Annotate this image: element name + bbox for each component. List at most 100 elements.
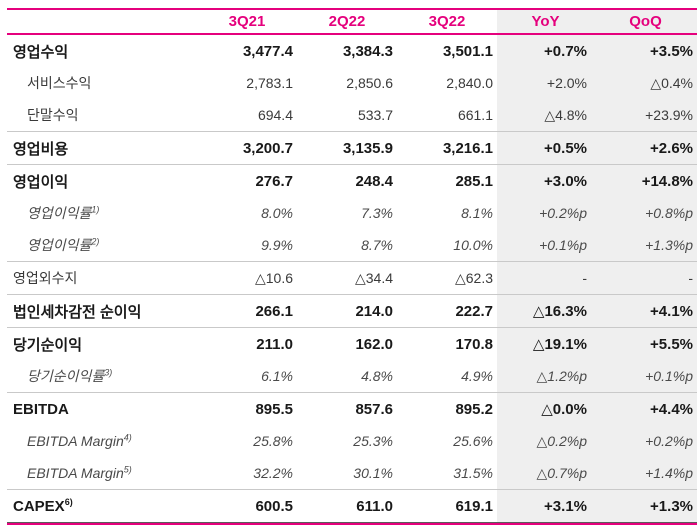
row-label: EBITDA Margin4) bbox=[27, 432, 132, 449]
header-row: 3Q21 2Q22 3Q22 YoY QoQ bbox=[7, 8, 697, 35]
cell-qoq: +14.8% bbox=[594, 164, 697, 197]
cell-yoy: - bbox=[497, 261, 594, 295]
cell-3q22: 10.0% bbox=[397, 229, 497, 262]
cell-yoy: +0.1%p bbox=[497, 229, 594, 262]
table-row: CAPEX6) 600.5 611.0 619.1 +3.1% +1.3% bbox=[7, 489, 697, 522]
cell-3q22: 31.5% bbox=[397, 457, 497, 490]
header-yoy: YoY bbox=[497, 8, 594, 35]
row-label: 당기순이익 bbox=[13, 336, 83, 354]
footnote-marker: 6) bbox=[64, 496, 73, 507]
cell-yoy: +0.2%p bbox=[497, 197, 594, 229]
cell-3q21: 25.8% bbox=[253, 433, 293, 449]
table-row: 서비스수익 2,783.1 2,850.6 2,840.0 +2.0% △0.4% bbox=[7, 67, 697, 99]
cell-qoq: +1.3% bbox=[594, 489, 697, 522]
cell-3q21: 600.5 bbox=[255, 497, 293, 515]
cell-3q21: 2,783.1 bbox=[246, 75, 293, 91]
cell-2q22: 25.3% bbox=[353, 433, 393, 449]
footnote-marker: 2) bbox=[91, 236, 100, 247]
row-label: 영업외수지 bbox=[7, 261, 197, 295]
cell-yoy: +2.0% bbox=[497, 67, 594, 99]
cell-3q21: 694.4 bbox=[197, 99, 297, 132]
cell-3q21: 8.0% bbox=[261, 205, 293, 221]
cell-qoq: +4.4% bbox=[594, 392, 697, 425]
cell-qoq: - bbox=[594, 261, 697, 295]
table-row: 당기순이익 211.0 162.0 170.8 △19.1% +5.5% bbox=[7, 327, 697, 360]
header-3q21: 3Q21 bbox=[197, 8, 297, 35]
cell-3q21: 9.9% bbox=[197, 229, 297, 262]
cell-3q22: 285.1 bbox=[455, 172, 493, 190]
row-label: 영업이익률1) bbox=[27, 204, 100, 221]
quarterly-results-table: 3Q21 2Q22 3Q22 YoY QoQ 영업수익 3,477.4 3,384.… bbox=[7, 8, 697, 525]
table-row: 영업외수지 △10.6 △34.4 △62.3- - bbox=[7, 261, 697, 295]
cell-qoq: +1.4%p bbox=[594, 457, 697, 490]
cell-qoq: +5.5% bbox=[594, 327, 697, 360]
table-row: 영업비용 3,200.7 3,135.9 3,216.1 +0.5% +2.6% bbox=[7, 131, 697, 165]
cell-qoq: +0.1%p bbox=[594, 360, 697, 393]
cell-yoy: +0.5% bbox=[497, 131, 594, 165]
cell-qoq: △0.4% bbox=[594, 67, 697, 99]
cell-3q22: 3,216.1 bbox=[397, 131, 497, 165]
footnote-marker: 1) bbox=[91, 204, 100, 215]
row-label: 영업이익 bbox=[13, 173, 69, 191]
cell-yoy: △0.7%p bbox=[497, 457, 594, 490]
table-row: 당기순이익률3) 6.1% 4.8% 4.9% △1.2%p +0.1%p bbox=[7, 360, 697, 393]
cell-2q22: 4.8% bbox=[297, 360, 397, 393]
cell-3q21: 211.0 bbox=[256, 335, 293, 353]
cell-3q22: 2,840.0 bbox=[446, 75, 493, 91]
cell-yoy: △0.0% bbox=[497, 392, 594, 425]
cell-3q22: 3,501.1 bbox=[442, 42, 493, 60]
table-body: 영업수익 3,477.4 3,384.3 3,501.1 +0.7% +3.5% 서비스수익… bbox=[7, 34, 697, 522]
table-row: 영업이익 276.7 248.4 285.1 +3.0% +14.8% bbox=[7, 164, 697, 197]
cell-2q22: 611.0 bbox=[356, 497, 393, 515]
cell-yoy: △19.1% bbox=[497, 327, 594, 360]
row-label: 서비스수익 bbox=[27, 75, 92, 91]
table-row: EBITDA 895.5 857.6 895.2 △0.0% +4.4% bbox=[7, 392, 697, 425]
header-2q22: 2Q22 bbox=[297, 8, 397, 35]
cell-yoy: +3.1% bbox=[497, 489, 594, 522]
footnote-marker: 5) bbox=[123, 464, 132, 475]
cell-2q22: 8.7% bbox=[297, 229, 397, 262]
row-label: 단말수익 bbox=[7, 99, 197, 132]
cell-3q21: 3,477.4 bbox=[242, 42, 293, 60]
cell-2q22: 248.4 bbox=[355, 172, 393, 190]
table-row: 영업이익률1) 8.0% 7.3% 8.1% +0.2%p +0.8%p bbox=[7, 197, 697, 229]
cell-3q21: 276.7 bbox=[255, 172, 293, 190]
cell-2q22: 3,135.9 bbox=[297, 131, 397, 165]
row-label: EBITDA bbox=[13, 400, 69, 418]
cell-3q21: 32.2% bbox=[197, 457, 297, 490]
cell-3q22: 4.9% bbox=[397, 360, 497, 393]
cell-qoq: +0.8%p bbox=[594, 197, 697, 229]
cell-yoy: △4.8% bbox=[497, 99, 594, 132]
row-label: 영업비용 bbox=[7, 131, 197, 165]
row-label: CAPEX6) bbox=[13, 496, 73, 515]
cell-2q22: △34.4 bbox=[297, 261, 397, 295]
table-row: EBITDA Margin4) 25.8% 25.3% 25.6% △0.2%p +0.2… bbox=[7, 425, 697, 457]
table-row: 영업이익률2) 9.9% 8.7% 10.0% +0.1%p +1.3%p bbox=[7, 229, 697, 262]
cell-3q22: 895.2 bbox=[455, 400, 493, 418]
table-bottom-rule bbox=[7, 522, 697, 525]
cell-2q22: 857.6 bbox=[355, 400, 393, 418]
cell-yoy: △1.2%p bbox=[497, 360, 594, 393]
cell-3q22: 661.1 bbox=[397, 99, 497, 132]
cell-3q21: △10.6 bbox=[197, 261, 297, 295]
cell-qoq: +4.1% bbox=[594, 294, 697, 328]
table-header: 3Q21 2Q22 3Q22 YoY QoQ bbox=[7, 8, 697, 35]
row-label: 법인세차감전 순이익 bbox=[7, 294, 197, 328]
cell-yoy: △0.2%p bbox=[497, 425, 594, 457]
table-row: 단말수익 694.4 533.7 661.1 △4.8% +23.9% bbox=[7, 99, 697, 132]
table-row: 법인세차감전 순이익 266.1 214.0 222.7 △16.3% +4.1% bbox=[7, 294, 697, 328]
row-label: 영업이익률2) bbox=[7, 229, 197, 262]
row-label: EBITDA Margin5) bbox=[7, 457, 197, 490]
cell-2q22: 3,384.3 bbox=[342, 42, 393, 60]
cell-2q22: 2,850.6 bbox=[346, 75, 393, 91]
row-label: 당기순이익률3) bbox=[7, 360, 197, 393]
cell-qoq: +0.2%p bbox=[594, 425, 697, 457]
cell-3q21: 3,200.7 bbox=[197, 131, 297, 165]
cell-2q22: 30.1% bbox=[297, 457, 397, 490]
row-label: 영업수익 bbox=[13, 43, 69, 61]
table-row: 영업수익 3,477.4 3,384.3 3,501.1 +0.7% +3.5% bbox=[7, 34, 697, 67]
cell-3q22: 25.6% bbox=[453, 433, 493, 449]
cell-yoy: △16.3% bbox=[497, 294, 594, 328]
cell-3q22: 619.1 bbox=[455, 497, 493, 515]
cell-2q22: 533.7 bbox=[297, 99, 397, 132]
